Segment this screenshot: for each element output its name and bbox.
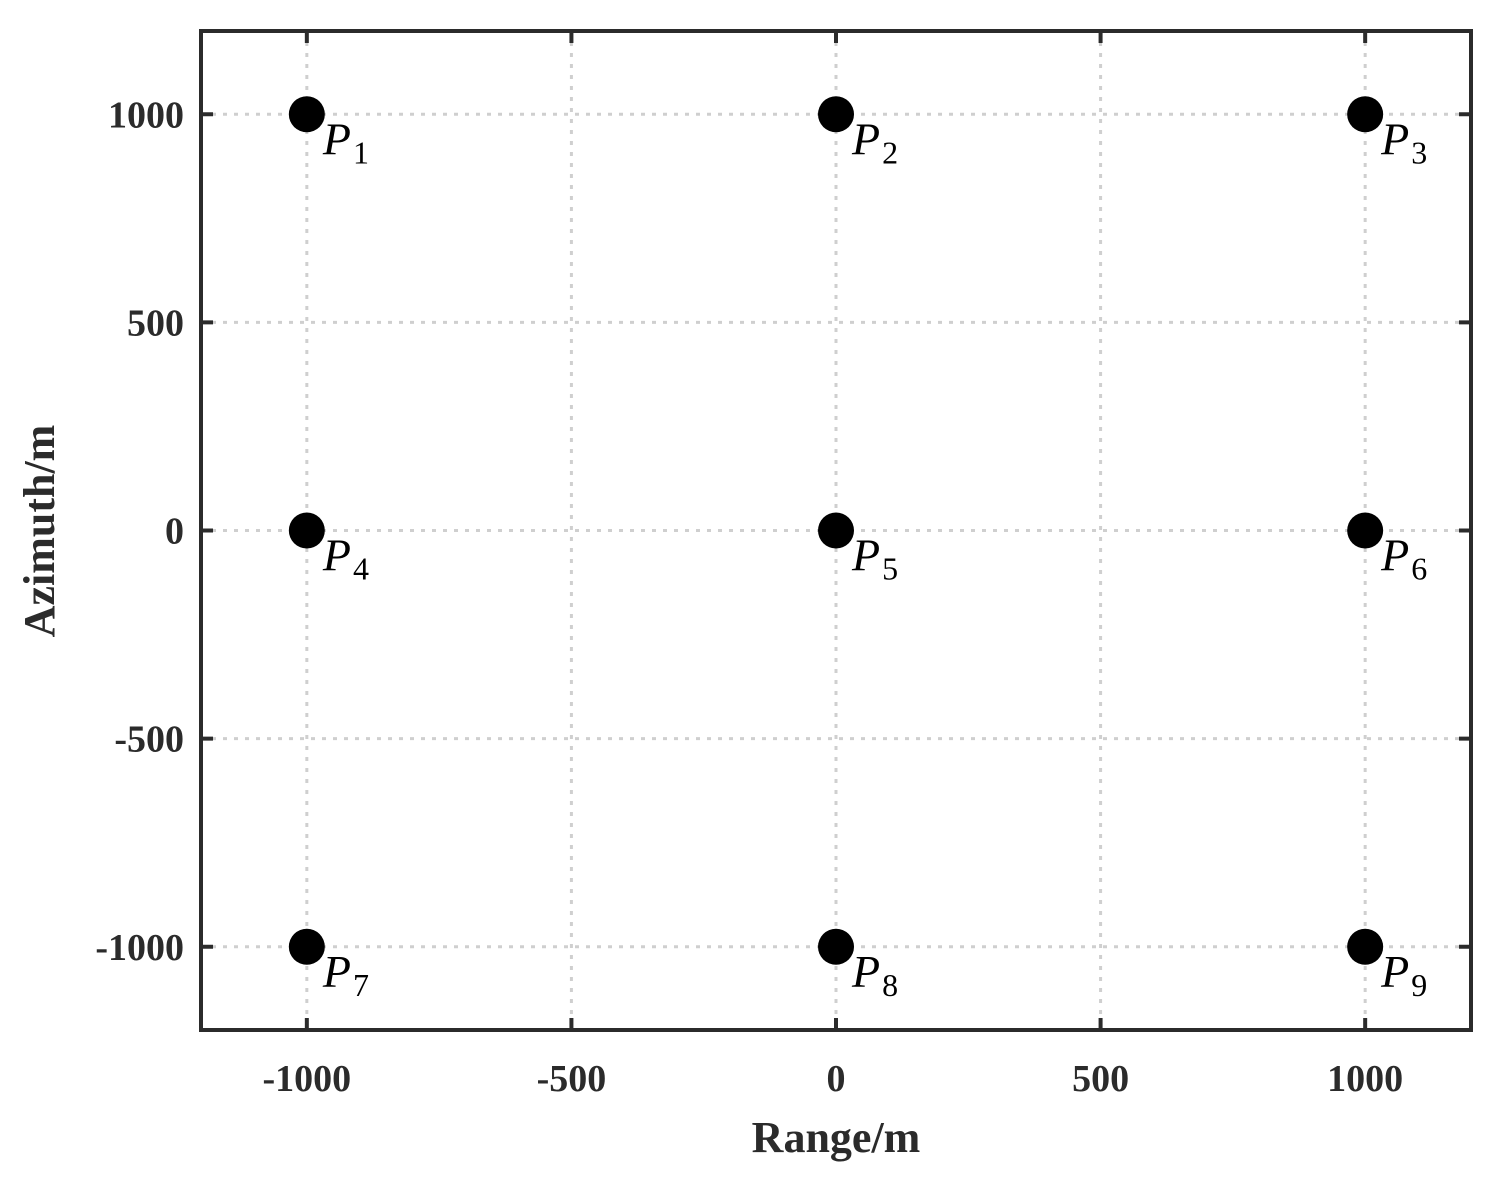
data-point bbox=[288, 96, 325, 133]
point-label: P3 bbox=[1380, 113, 1427, 170]
point-label: P4 bbox=[322, 530, 369, 587]
point-label-letter: P bbox=[322, 113, 351, 164]
x-axis-label: Range/m bbox=[752, 1113, 921, 1162]
y-tick-label: 500 bbox=[127, 302, 184, 344]
x-tick-label: 1000 bbox=[1327, 1058, 1403, 1100]
data-point bbox=[288, 928, 325, 965]
y-tick-label: 0 bbox=[165, 511, 184, 553]
point-label: P5 bbox=[851, 530, 898, 587]
point-label-letter: P bbox=[851, 946, 880, 997]
point-label-subscript: 5 bbox=[882, 551, 898, 587]
point-label-letter: P bbox=[851, 530, 880, 581]
x-tick-label: -500 bbox=[537, 1058, 607, 1100]
data-point bbox=[288, 512, 325, 549]
point-label-subscript: 6 bbox=[1411, 551, 1427, 587]
point-label: P9 bbox=[1380, 946, 1427, 1003]
point-label-letter: P bbox=[1380, 530, 1409, 581]
x-tick-label: -1000 bbox=[263, 1058, 352, 1100]
x-tick-label: 0 bbox=[827, 1058, 846, 1100]
data-point bbox=[1347, 512, 1384, 549]
point-label-subscript: 2 bbox=[882, 134, 898, 170]
data-points bbox=[288, 96, 1384, 965]
point-label-subscript: 1 bbox=[353, 134, 369, 170]
y-tick-label: -500 bbox=[114, 719, 184, 761]
point-label-letter: P bbox=[851, 113, 880, 164]
data-point bbox=[818, 96, 854, 133]
y-tick-labels: -1000 -500 0 500 1000 bbox=[95, 94, 184, 969]
point-label-letter: P bbox=[322, 946, 351, 997]
data-point bbox=[818, 928, 854, 965]
data-point bbox=[1347, 96, 1384, 133]
point-label: P7 bbox=[322, 946, 369, 1003]
point-label: P1 bbox=[322, 113, 369, 170]
point-label-letter: P bbox=[1380, 113, 1409, 164]
data-point bbox=[1347, 928, 1384, 965]
plot-frame bbox=[199, 29, 1473, 1032]
point-label: P8 bbox=[851, 946, 898, 1003]
data-point bbox=[818, 512, 854, 549]
y-tick-label: -1000 bbox=[95, 927, 184, 969]
point-label-subscript: 8 bbox=[882, 967, 898, 1003]
point-label-letter: P bbox=[1380, 946, 1409, 997]
point-label-subscript: 7 bbox=[353, 967, 369, 1003]
point-label-subscript: 3 bbox=[1411, 134, 1427, 170]
y-axis-label: Azimuth/m bbox=[15, 425, 64, 638]
point-label-subscript: 9 bbox=[1411, 967, 1427, 1003]
x-tick-label: 500 bbox=[1072, 1058, 1129, 1100]
x-tick-labels: -1000 -500 0 500 1000 bbox=[263, 1058, 1404, 1100]
y-tick-label: 1000 bbox=[108, 94, 184, 136]
point-label-subscript: 4 bbox=[353, 551, 369, 587]
point-label: P6 bbox=[1380, 530, 1427, 587]
point-label: P2 bbox=[851, 113, 898, 170]
point-label-letter: P bbox=[322, 530, 351, 581]
grid-lines bbox=[201, 31, 1471, 1030]
